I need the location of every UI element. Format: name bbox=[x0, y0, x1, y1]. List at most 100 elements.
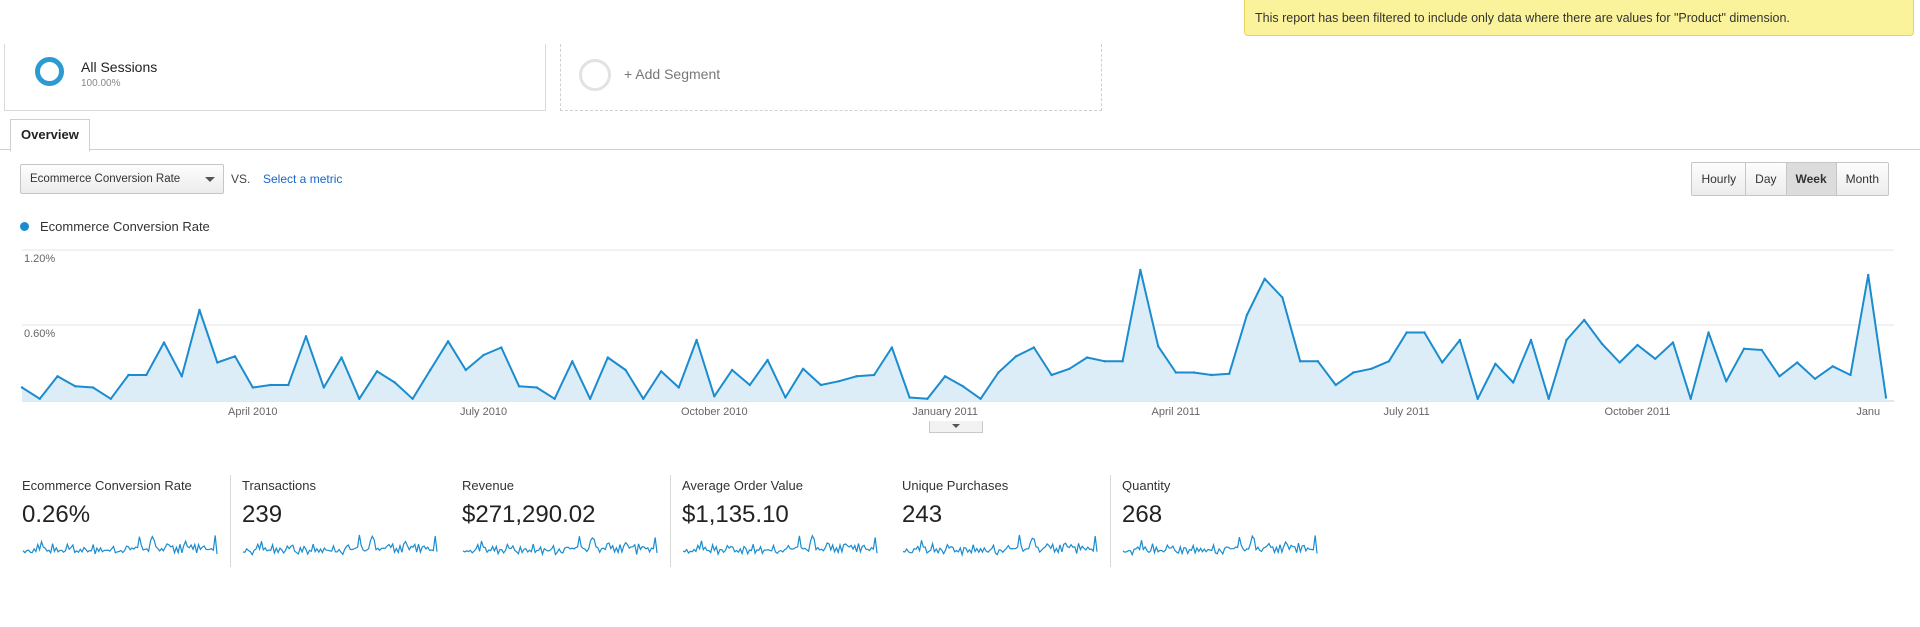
metric-dropdown[interactable]: Ecommerce Conversion Rate bbox=[20, 164, 224, 194]
data-point[interactable] bbox=[659, 370, 663, 373]
data-point[interactable] bbox=[1157, 345, 1160, 348]
data-point[interactable] bbox=[961, 385, 965, 388]
data-point[interactable] bbox=[1583, 318, 1586, 322]
data-point[interactable] bbox=[1512, 381, 1515, 384]
data-point[interactable] bbox=[1707, 331, 1710, 334]
select-metric-link[interactable]: Select a metric bbox=[263, 172, 343, 186]
data-point[interactable] bbox=[1529, 338, 1533, 342]
data-point[interactable] bbox=[1725, 380, 1728, 383]
sparkline-card[interactable]: Quantity 268 bbox=[1122, 475, 1322, 565]
data-point[interactable] bbox=[251, 386, 254, 389]
data-point[interactable] bbox=[1139, 268, 1142, 272]
data-point[interactable] bbox=[1458, 338, 1462, 342]
data-point[interactable] bbox=[642, 397, 645, 400]
data-point[interactable] bbox=[38, 397, 41, 400]
data-point[interactable] bbox=[446, 340, 450, 343]
data-point[interactable] bbox=[926, 397, 929, 400]
data-point[interactable] bbox=[819, 383, 823, 387]
data-point[interactable] bbox=[322, 386, 325, 389]
data-point[interactable] bbox=[535, 386, 538, 389]
data-point[interactable] bbox=[1796, 361, 1799, 364]
data-point[interactable] bbox=[358, 397, 361, 400]
data-point[interactable] bbox=[1689, 397, 1692, 400]
sparkline-card[interactable]: Unique Purchases 243 bbox=[902, 475, 1102, 565]
data-point[interactable] bbox=[180, 375, 183, 378]
data-point[interactable] bbox=[287, 383, 290, 387]
data-point[interactable] bbox=[1423, 331, 1426, 334]
data-point[interactable] bbox=[1671, 341, 1675, 344]
data-point[interactable] bbox=[1547, 397, 1550, 400]
data-point[interactable] bbox=[677, 386, 680, 389]
data-point[interactable] bbox=[145, 373, 148, 377]
data-point[interactable] bbox=[1370, 367, 1373, 370]
data-point[interactable] bbox=[1760, 348, 1763, 352]
sparkline-card[interactable]: Revenue $271,290.02 bbox=[462, 475, 662, 565]
data-point[interactable] bbox=[1085, 356, 1089, 359]
data-point[interactable] bbox=[74, 385, 77, 388]
data-point[interactable] bbox=[1867, 273, 1870, 277]
data-point[interactable] bbox=[1654, 357, 1657, 360]
data-point[interactable] bbox=[1014, 355, 1018, 358]
month-button[interactable]: Month bbox=[1836, 162, 1889, 196]
data-point[interactable] bbox=[1032, 346, 1036, 349]
data-point[interactable] bbox=[890, 346, 894, 349]
data-point[interactable] bbox=[695, 338, 698, 342]
data-point[interactable] bbox=[464, 368, 467, 372]
sparkline-card[interactable]: Ecommerce Conversion Rate 0.26% bbox=[22, 475, 222, 565]
data-point[interactable] bbox=[1228, 372, 1231, 375]
data-point[interactable] bbox=[1103, 360, 1107, 363]
data-point[interactable] bbox=[20, 386, 24, 389]
week-button[interactable]: Week bbox=[1786, 162, 1837, 196]
data-point[interactable] bbox=[837, 380, 840, 383]
data-point[interactable] bbox=[162, 341, 166, 344]
data-point[interactable] bbox=[1334, 383, 1337, 387]
data-point[interactable] bbox=[801, 367, 805, 370]
data-point[interactable] bbox=[1565, 338, 1568, 342]
data-point[interactable] bbox=[588, 397, 592, 400]
data-point[interactable] bbox=[1281, 296, 1284, 299]
data-point[interactable] bbox=[606, 356, 609, 359]
data-point[interactable] bbox=[1405, 331, 1408, 334]
data-point[interactable] bbox=[198, 308, 201, 312]
segment-all-sessions[interactable]: All Sessions 100.00% bbox=[4, 44, 546, 111]
sparkline-card[interactable]: Average Order Value $1,135.10 bbox=[682, 475, 882, 565]
data-point[interactable] bbox=[1494, 362, 1497, 365]
data-point[interactable] bbox=[1813, 377, 1817, 380]
data-point[interactable] bbox=[393, 381, 396, 384]
data-point[interactable] bbox=[1068, 367, 1071, 370]
data-point[interactable] bbox=[997, 371, 1000, 374]
chart-collapse-handle[interactable] bbox=[929, 421, 983, 433]
data-point[interactable] bbox=[1192, 371, 1195, 374]
data-point[interactable] bbox=[127, 373, 130, 377]
data-point[interactable] bbox=[943, 375, 947, 378]
data-point[interactable] bbox=[269, 383, 272, 387]
data-point[interactable] bbox=[304, 335, 308, 338]
sparkline-card[interactable]: Transactions 239 bbox=[242, 475, 442, 565]
data-point[interactable] bbox=[429, 368, 432, 372]
data-point[interactable] bbox=[1778, 375, 1781, 378]
data-point[interactable] bbox=[1831, 365, 1834, 368]
data-point[interactable] bbox=[1618, 361, 1621, 364]
data-point[interactable] bbox=[766, 358, 769, 362]
data-point[interactable] bbox=[216, 361, 219, 364]
data-point[interactable] bbox=[1316, 360, 1320, 363]
data-point[interactable] bbox=[1600, 342, 1604, 345]
data-point[interactable] bbox=[1299, 360, 1302, 363]
data-point[interactable] bbox=[553, 397, 556, 400]
data-point[interactable] bbox=[517, 385, 521, 388]
data-point[interactable] bbox=[1121, 360, 1124, 363]
data-point[interactable] bbox=[56, 375, 59, 378]
data-point[interactable] bbox=[233, 355, 237, 358]
tab-overview[interactable]: Overview bbox=[10, 119, 90, 152]
data-point[interactable] bbox=[411, 397, 414, 400]
data-point[interactable] bbox=[1387, 360, 1391, 363]
data-point[interactable] bbox=[855, 375, 858, 378]
data-point[interactable] bbox=[730, 368, 734, 372]
data-point[interactable] bbox=[872, 373, 876, 377]
data-point[interactable] bbox=[748, 383, 751, 387]
data-point[interactable] bbox=[340, 356, 343, 359]
data-point[interactable] bbox=[1742, 347, 1746, 350]
data-point[interactable] bbox=[109, 397, 113, 400]
data-point[interactable] bbox=[375, 370, 379, 373]
data-point[interactable] bbox=[784, 396, 787, 399]
